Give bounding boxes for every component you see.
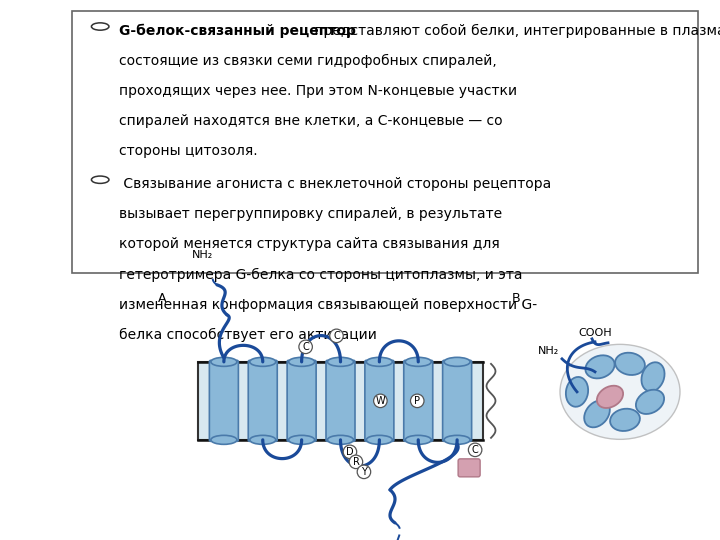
Ellipse shape	[211, 357, 237, 366]
Ellipse shape	[328, 435, 354, 444]
Text: COOH: COOH	[578, 328, 611, 338]
Ellipse shape	[211, 435, 237, 444]
Ellipse shape	[584, 400, 610, 427]
Text: стороны цитозоля.: стороны цитозоля.	[119, 144, 258, 158]
Text: Y: Y	[361, 467, 367, 477]
FancyBboxPatch shape	[326, 360, 355, 441]
FancyBboxPatch shape	[287, 360, 316, 441]
Text: NH₂: NH₂	[192, 250, 213, 260]
Text: которой меняется структура сайта связывания для: которой меняется структура сайта связыва…	[119, 238, 500, 251]
Ellipse shape	[566, 377, 588, 407]
Text: белка способствует его активации: белка способствует его активации	[119, 328, 377, 342]
Text: C: C	[472, 445, 479, 455]
Text: A: A	[158, 292, 166, 305]
Text: W: W	[376, 396, 385, 406]
Text: измененная конформация связывающей поверхности G-: измененная конформация связывающей повер…	[119, 298, 537, 312]
Text: NH₂: NH₂	[538, 346, 559, 356]
Text: состоящие из связки семи гидрофобных спиралей,: состоящие из связки семи гидрофобных спи…	[119, 54, 497, 68]
FancyBboxPatch shape	[458, 459, 480, 477]
Ellipse shape	[366, 435, 392, 444]
Text: G-белок-связанный рецептор: G-белок-связанный рецептор	[119, 24, 356, 38]
Text: R: R	[353, 457, 359, 467]
FancyBboxPatch shape	[72, 11, 698, 273]
FancyBboxPatch shape	[198, 362, 483, 440]
Ellipse shape	[366, 357, 392, 366]
Ellipse shape	[405, 435, 431, 444]
Text: представляют собой белки, интегрированные в плазматическую мембрану и: представляют собой белки, интегрированны…	[310, 24, 720, 38]
Text: гетеротримера G-белка со стороны цитоплазмы, и эта: гетеротримера G-белка со стороны цитопла…	[119, 267, 523, 281]
FancyBboxPatch shape	[404, 360, 433, 441]
Text: D: D	[346, 447, 354, 457]
FancyBboxPatch shape	[443, 360, 472, 441]
Ellipse shape	[444, 357, 470, 366]
Text: Связывание агониста с внеклеточной стороны рецептора: Связывание агониста с внеклеточной сторо…	[119, 177, 552, 191]
Ellipse shape	[405, 357, 431, 366]
Ellipse shape	[642, 362, 665, 392]
Ellipse shape	[289, 435, 315, 444]
Ellipse shape	[636, 390, 664, 414]
Text: проходящих через нее. При этом N-концевые участки: проходящих через нее. При этом N-концевы…	[119, 84, 517, 98]
Text: C: C	[302, 342, 309, 352]
FancyBboxPatch shape	[248, 360, 277, 441]
Ellipse shape	[250, 357, 276, 366]
Text: C: C	[333, 331, 340, 341]
Ellipse shape	[597, 386, 623, 408]
Text: спиралей находятся вне клетки, а С-концевые — со: спиралей находятся вне клетки, а С-конце…	[119, 114, 503, 129]
Ellipse shape	[328, 357, 354, 366]
Text: P: P	[414, 396, 420, 406]
Ellipse shape	[585, 355, 615, 379]
Ellipse shape	[444, 435, 470, 444]
Ellipse shape	[289, 357, 315, 366]
Text: B: B	[512, 292, 521, 305]
Ellipse shape	[615, 353, 645, 375]
FancyBboxPatch shape	[365, 360, 394, 441]
Ellipse shape	[560, 345, 680, 440]
FancyBboxPatch shape	[210, 360, 238, 441]
Text: вызывает перегруппировку спиралей, в результате: вызывает перегруппировку спиралей, в рез…	[119, 207, 502, 221]
Ellipse shape	[250, 435, 276, 444]
Ellipse shape	[610, 409, 640, 431]
